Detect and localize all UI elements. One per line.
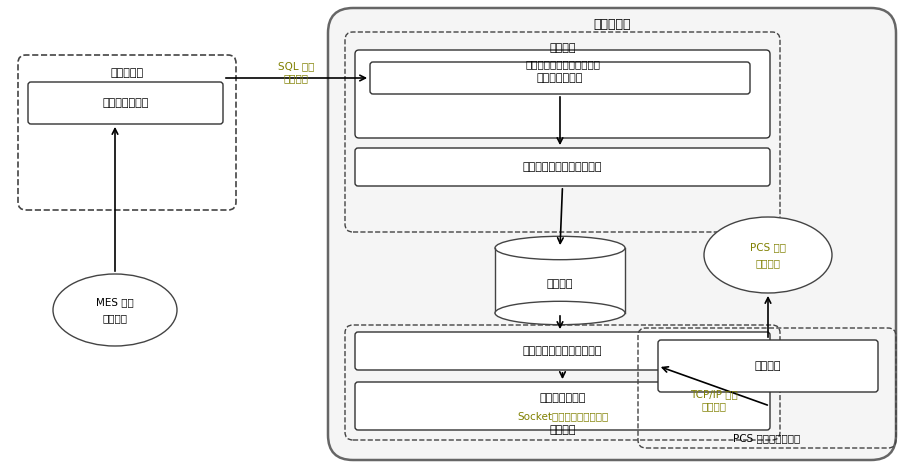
Text: 应用平台: 应用平台 bbox=[755, 258, 781, 268]
Text: 将记录数据封装成内部格式: 将记录数据封装成内部格式 bbox=[523, 162, 603, 172]
Ellipse shape bbox=[495, 236, 625, 260]
FancyBboxPatch shape bbox=[328, 8, 896, 460]
Ellipse shape bbox=[704, 217, 832, 293]
Text: 发送信息接口表: 发送信息接口表 bbox=[102, 98, 149, 108]
Text: 发送模块: 发送模块 bbox=[550, 425, 576, 435]
Ellipse shape bbox=[53, 274, 177, 346]
Text: PCS 系统的通信模块: PCS 系统的通信模块 bbox=[733, 433, 801, 443]
Text: 获取接口表记录: 获取接口表记录 bbox=[537, 73, 583, 83]
Text: MES 系统: MES 系统 bbox=[96, 297, 134, 307]
Text: TCP/IP 协议
传输信息: TCP/IP 协议 传输信息 bbox=[690, 389, 738, 411]
Text: 接口数据库: 接口数据库 bbox=[110, 68, 143, 78]
FancyBboxPatch shape bbox=[355, 382, 770, 430]
Text: 数据库通信模式的接收进程: 数据库通信模式的接收进程 bbox=[525, 59, 600, 69]
FancyBboxPatch shape bbox=[355, 332, 770, 370]
Text: 将解析数据封装: 将解析数据封装 bbox=[540, 393, 585, 403]
Text: 通信中间件: 通信中间件 bbox=[593, 17, 631, 30]
Text: PCS 系统: PCS 系统 bbox=[750, 242, 786, 252]
FancyBboxPatch shape bbox=[658, 340, 878, 392]
Ellipse shape bbox=[495, 301, 625, 325]
Text: Socket通信模式的发送进程: Socket通信模式的发送进程 bbox=[517, 411, 608, 421]
FancyBboxPatch shape bbox=[370, 62, 750, 94]
Text: 获取信息: 获取信息 bbox=[755, 361, 782, 371]
FancyBboxPatch shape bbox=[28, 82, 223, 124]
Text: 消息队列: 消息队列 bbox=[547, 280, 573, 290]
FancyBboxPatch shape bbox=[355, 50, 770, 138]
Text: 接收模块: 接收模块 bbox=[550, 43, 576, 53]
Text: 获取信息，按内部格式解析: 获取信息，按内部格式解析 bbox=[523, 346, 603, 356]
FancyBboxPatch shape bbox=[355, 148, 770, 186]
Text: SQL 语句
获取记录: SQL 语句 获取记录 bbox=[278, 61, 315, 83]
Bar bbox=[495, 248, 625, 313]
Text: 应用平台: 应用平台 bbox=[102, 313, 128, 323]
